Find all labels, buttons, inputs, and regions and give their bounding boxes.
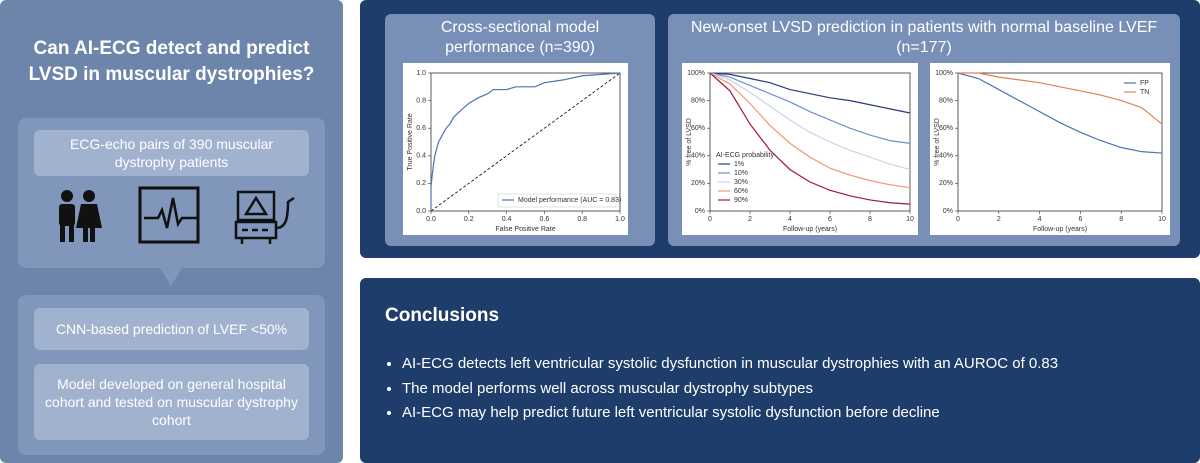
y-tick-label: 100% <box>935 70 953 77</box>
people-icon <box>59 190 102 242</box>
y-tick-label: 1.0 <box>416 70 426 77</box>
y-tick-label: 80% <box>939 97 953 104</box>
y-tick-label: 0.8 <box>416 97 426 104</box>
roc-title: Cross-sectional model performance (n=390… <box>440 19 600 56</box>
km-chart: 0 2 4 6 8 100%20%40%60%80%100%Follow-up (year… <box>682 63 918 235</box>
series-line <box>709 72 911 205</box>
question-title: Can AI-ECG detect and predict LVSD in mu… <box>28 38 315 85</box>
legend-label: 60% <box>734 188 748 195</box>
x-tick-label: 1.0 <box>615 216 625 223</box>
x-axis-label: False Positive Rate <box>495 226 555 233</box>
conclusion-item: AI-ECG detects left ventricular systolic… <box>402 352 1180 377</box>
x-axis-label: Follow-up (years) <box>783 226 837 233</box>
y-tick-label: 60% <box>691 125 705 132</box>
x-tick-label: 2 <box>997 216 1001 223</box>
y-tick-label: 0% <box>695 208 705 215</box>
x-tick-label: 4 <box>788 216 792 223</box>
echo-icon <box>234 190 295 244</box>
y-tick-label: 0.6 <box>416 125 426 132</box>
series-line <box>709 72 911 189</box>
x-axis-label: Follow-up (years) <box>1033 226 1087 233</box>
y-tick-label: 20% <box>691 180 705 187</box>
conclusions-list: AI-ECG detects left ventricular systolic… <box>380 352 1180 426</box>
ecg-icon <box>138 186 200 244</box>
legend-label: 10% <box>734 170 748 177</box>
legend-title: AI-ECG probability <box>716 152 774 159</box>
x-tick-label: 0.8 <box>577 216 587 223</box>
y-tick-label: 60% <box>939 125 953 132</box>
series-line <box>709 72 911 144</box>
plot-frame <box>430 72 621 212</box>
x-tick-label: 8 <box>868 216 872 223</box>
x-tick-label: 4 <box>1038 216 1042 223</box>
method-step: Model developed on general hospital coho… <box>34 364 309 440</box>
km-chart: 0 2 4 6 8 100%20%40%60%80%100%Follow-up (year… <box>930 63 1170 235</box>
x-tick-label: 0 <box>708 216 712 223</box>
conclusions-panel <box>360 278 1200 463</box>
x-tick-label: 0.4 <box>502 216 512 223</box>
conclusion-item: AI-ECG may help predict future left vent… <box>402 401 1180 426</box>
km-title: New-onset LVSD prediction in patients wi… <box>690 19 1158 56</box>
series-line <box>430 72 621 211</box>
x-tick-label: 2 <box>748 216 752 223</box>
legend-label: 30% <box>734 179 748 186</box>
conclusions-title: Conclusions <box>385 305 500 326</box>
y-axis-label: % free of LVSD <box>686 118 693 166</box>
legend-label: Model performance (AUC = 0.83) <box>518 197 621 204</box>
x-tick-label: 6 <box>1078 216 1082 223</box>
y-tick-label: 80% <box>691 97 705 104</box>
y-tick-label: 0.0 <box>416 208 426 215</box>
legend-label: TN <box>1140 89 1149 96</box>
series-line <box>957 72 1163 154</box>
roc-chart: 0.0 0.2 0.4 0.6 0.8 1.0 0.0 0.2 0.4 0.6 0.8 1.0 Fals… <box>403 63 628 235</box>
y-tick-label: 0.4 <box>416 153 426 160</box>
x-tick-label: 0.0 <box>426 216 436 223</box>
x-tick-label: 6 <box>828 216 832 223</box>
series-line <box>958 72 1163 125</box>
y-tick-label: 100% <box>687 70 705 77</box>
y-tick-label: 0.2 <box>416 180 426 187</box>
x-tick-label: 10 <box>906 216 914 223</box>
y-axis-label: % free of LVSD <box>934 118 941 166</box>
plot-frame <box>957 72 1163 212</box>
legend-box <box>497 193 617 208</box>
conclusion-item: The model performs well across muscular … <box>402 377 1180 402</box>
method-step: CNN-based prediction of LVEF <50% <box>34 308 309 350</box>
series-line <box>709 72 911 114</box>
input-text: ECG-echo pairs of 390 muscular dystrophy… <box>34 130 309 176</box>
chance-line <box>430 72 621 212</box>
y-tick-label: 20% <box>939 180 953 187</box>
x-tick-label: 0.6 <box>540 216 550 223</box>
y-tick-label: 0% <box>943 208 953 215</box>
icons <box>59 186 295 286</box>
x-tick-label: 8 <box>1119 216 1123 223</box>
series-line <box>709 72 911 171</box>
x-tick-label: 0 <box>956 216 960 223</box>
y-tick-label: 40% <box>939 153 953 160</box>
x-tick-label: 10 <box>1158 216 1166 223</box>
x-tick-label: 0.2 <box>464 216 474 223</box>
legend-label: 90% <box>734 197 748 204</box>
legend-label: FP <box>1140 80 1149 87</box>
y-axis-label: True Positive Rate <box>407 113 414 170</box>
plot-frame <box>709 72 911 212</box>
legend-label: 1% <box>734 161 744 168</box>
y-tick-label: 40% <box>691 153 705 160</box>
